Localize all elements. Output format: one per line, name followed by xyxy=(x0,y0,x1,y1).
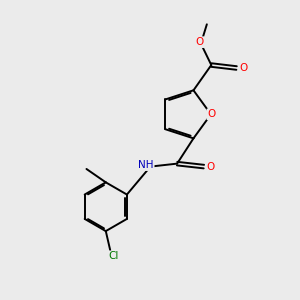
Text: O: O xyxy=(239,63,247,73)
Text: O: O xyxy=(195,37,203,47)
Text: Cl: Cl xyxy=(108,251,119,261)
Text: O: O xyxy=(206,162,214,172)
Text: O: O xyxy=(207,109,216,119)
Text: NH: NH xyxy=(138,160,154,170)
